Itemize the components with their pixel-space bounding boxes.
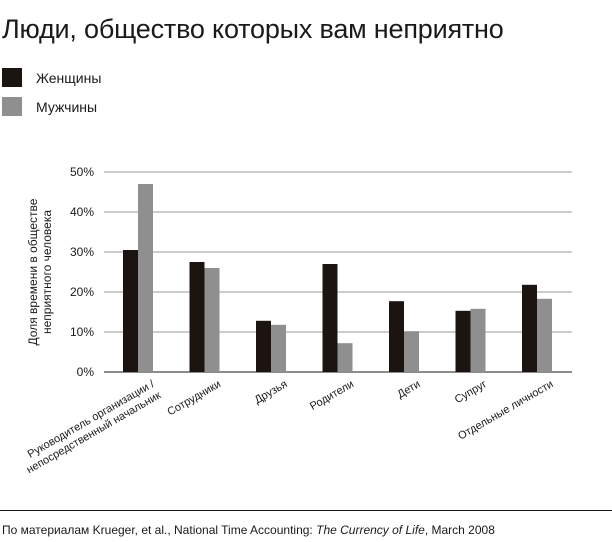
bar-chart: 0% 10% 20% 30% 40% 50% Руководитель организаци…: [18, 165, 572, 477]
y-tick-label: 40%: [70, 205, 94, 219]
bar-women: [322, 264, 338, 372]
chart-title: Люди, общество которых вам неприятно: [2, 14, 504, 44]
bar-men: [271, 324, 286, 372]
legend-item-men: Мужчины: [2, 97, 101, 116]
legend-label-women: Женщины: [36, 69, 102, 86]
y-tick-label: 10%: [70, 325, 94, 339]
y-tick-label: 30%: [70, 245, 94, 259]
source-prefix: По материалам Krueger, et al., National …: [2, 523, 317, 537]
source-italic-title: The Currency of Life: [316, 523, 425, 537]
y-tick-label: 0%: [77, 365, 95, 379]
x-tick-label: Супруг: [453, 378, 489, 406]
bar-men: [204, 268, 220, 372]
bar-women: [455, 310, 471, 372]
legend: Женщины Мужчины: [2, 68, 101, 126]
x-tick-label: Руководитель организации /непосредственн…: [18, 378, 164, 477]
bar-men: [404, 331, 419, 372]
bar-men: [337, 343, 353, 372]
bar-men: [537, 298, 552, 372]
bar-men: [470, 308, 486, 372]
x-tick-label: Родители: [308, 378, 356, 413]
x-tick-label: Друзья: [253, 378, 290, 406]
legend-swatch-men: [2, 97, 22, 116]
x-tick-label: Дети: [395, 378, 422, 401]
source-suffix: , March 2008: [424, 523, 495, 537]
legend-swatch-women: [2, 68, 22, 87]
bar-women: [389, 301, 404, 372]
legend-label-men: Мужчины: [36, 98, 98, 115]
legend-item-women: Женщины: [2, 68, 101, 87]
bar-women: [189, 262, 205, 372]
source-note: По материалам Krueger, et al., National …: [2, 523, 495, 537]
bar-men: [138, 184, 153, 372]
bar-women: [256, 320, 271, 372]
y-tick-label: 20%: [70, 285, 94, 299]
bar-women: [123, 250, 138, 372]
y-tick-label: 50%: [70, 165, 94, 179]
footer-divider: [0, 510, 612, 511]
x-tick-label: Сотрудники: [165, 378, 223, 418]
bar-women: [522, 284, 537, 372]
